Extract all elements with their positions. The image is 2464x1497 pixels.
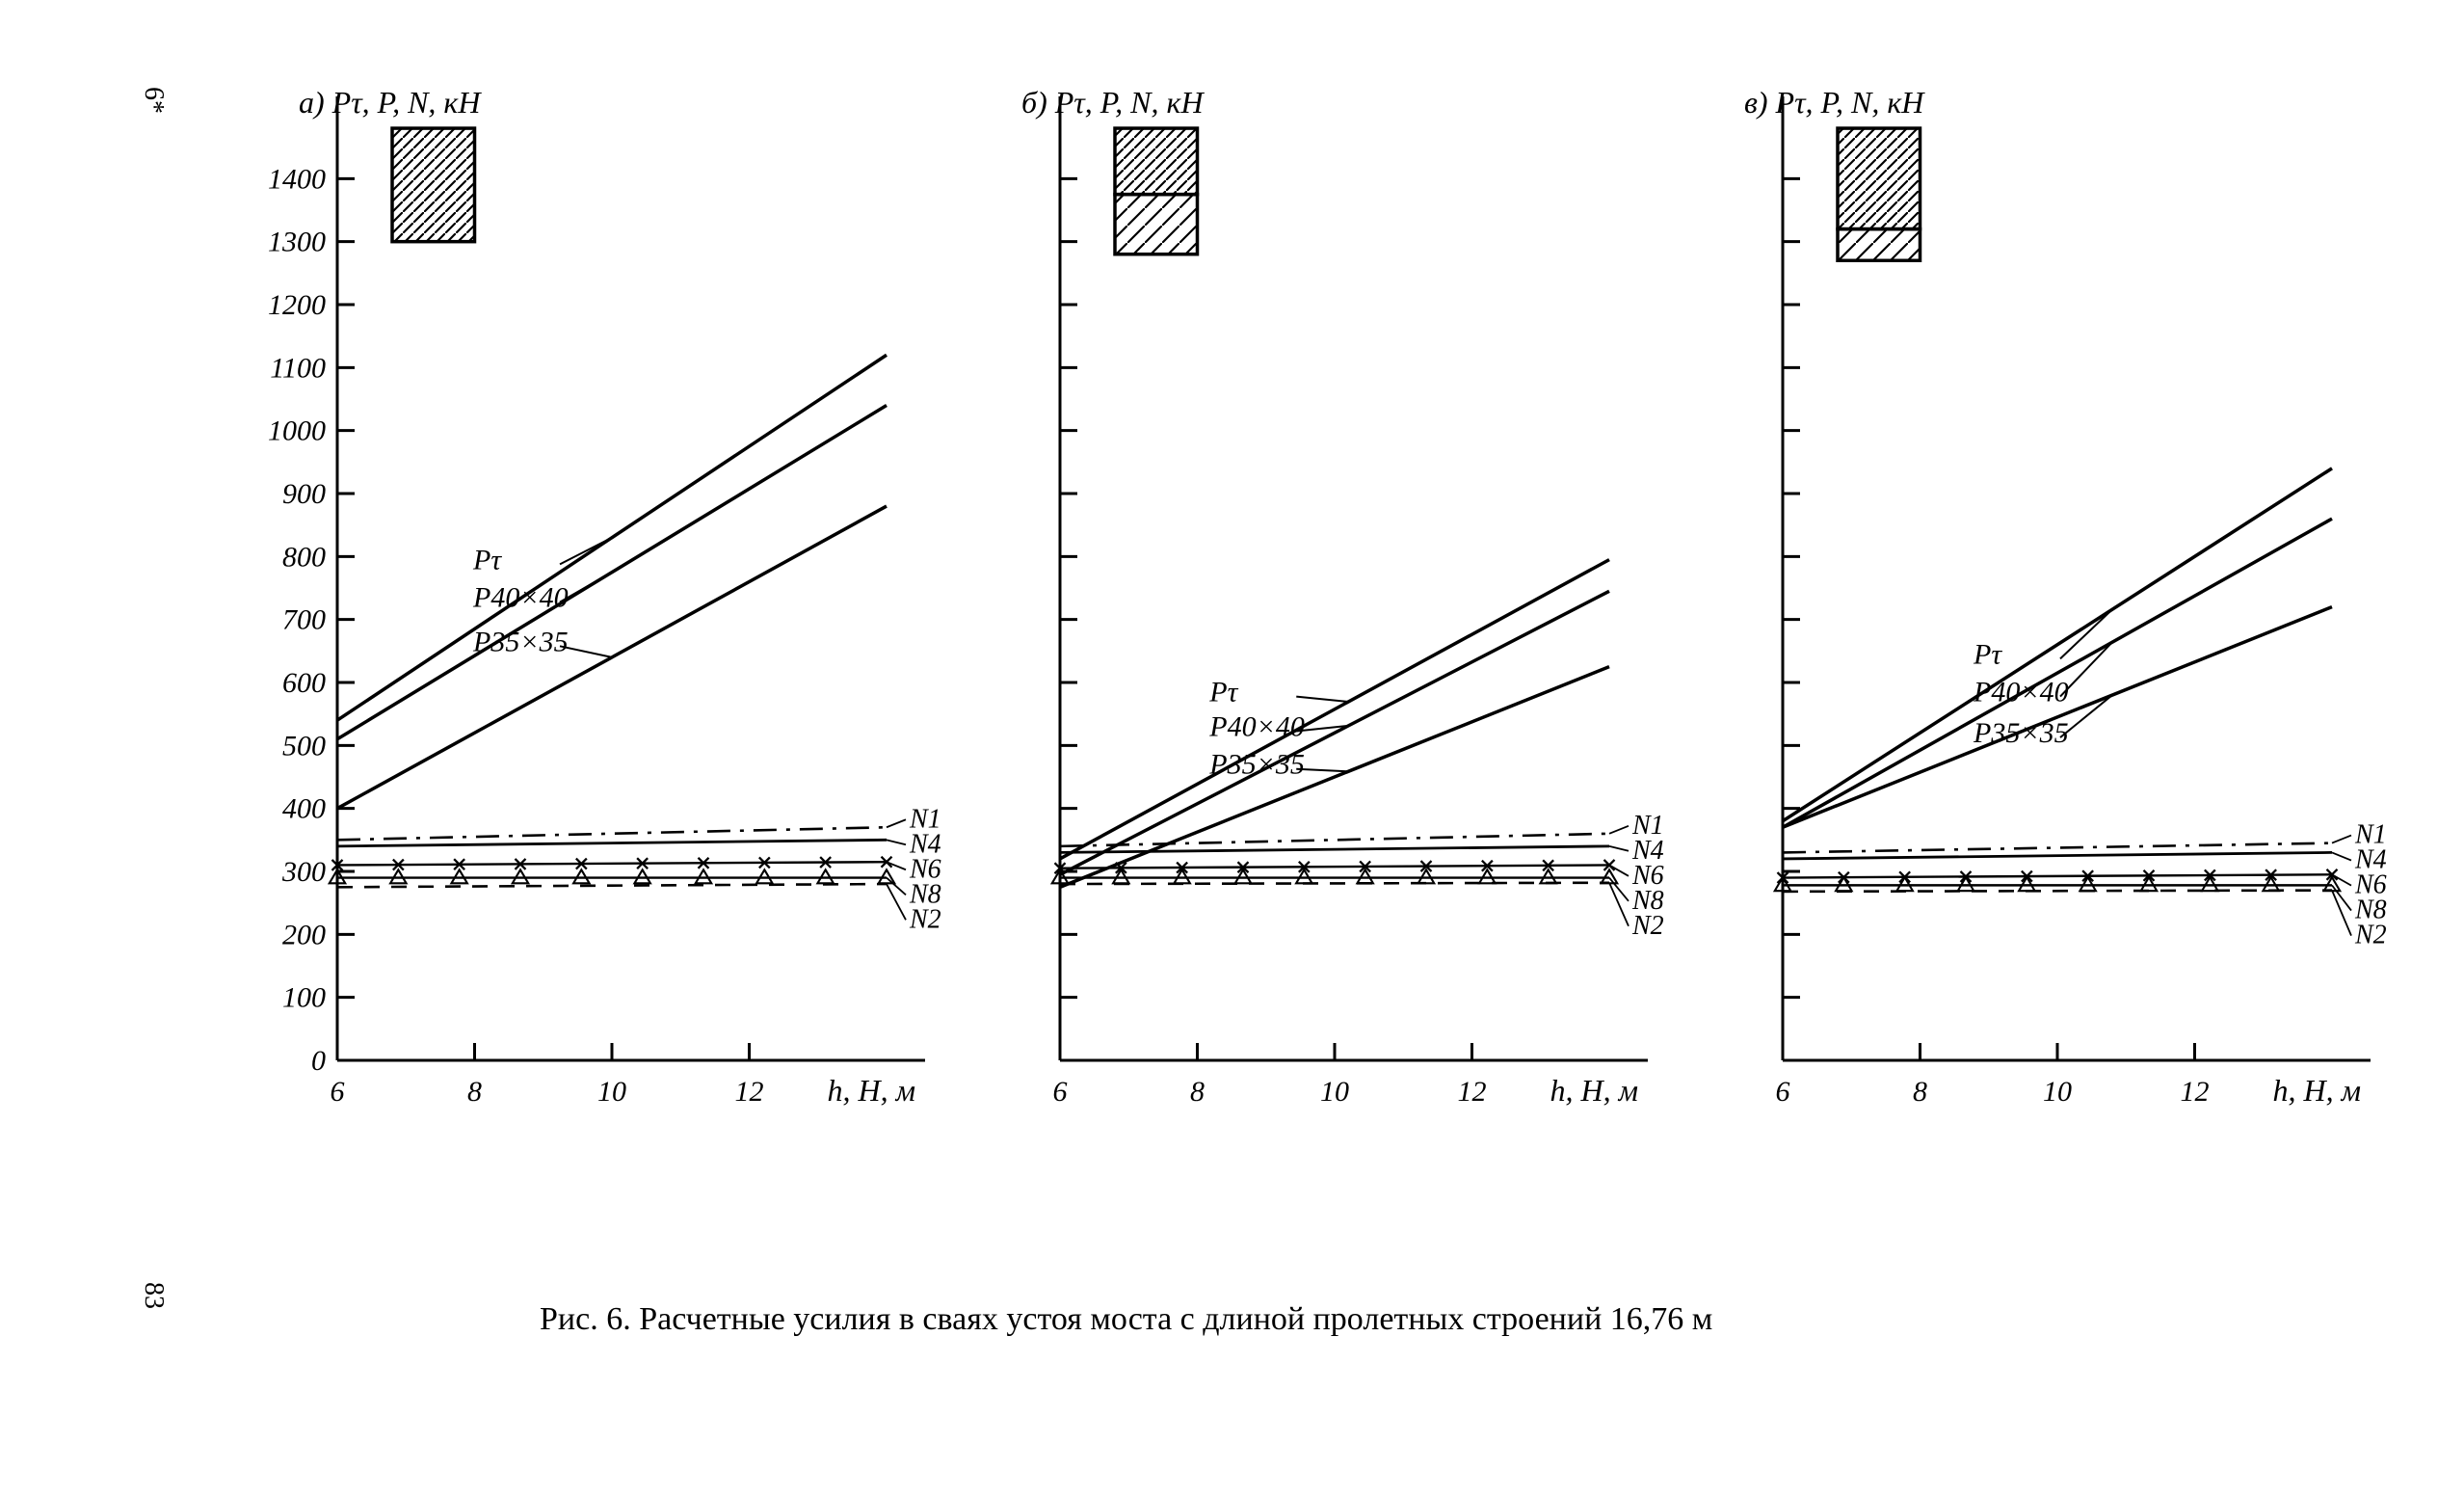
- svg-text:900: 900: [282, 478, 326, 510]
- svg-text:12: 12: [2181, 1076, 2210, 1108]
- svg-text:Pτ: Pτ: [1208, 677, 1238, 708]
- svg-text:500: 500: [282, 730, 326, 762]
- svg-text:0: 0: [311, 1045, 326, 1077]
- svg-text:N2: N2: [1631, 911, 1664, 941]
- svg-text:10: 10: [597, 1076, 626, 1108]
- svg-text:Pτ: Pτ: [472, 544, 502, 575]
- svg-text:1100: 1100: [270, 352, 326, 384]
- svg-text:1000: 1000: [268, 415, 326, 447]
- svg-text:12: 12: [1458, 1076, 1487, 1108]
- svg-text:300: 300: [281, 856, 326, 888]
- svg-text:100: 100: [282, 982, 326, 1014]
- svg-text:6: 6: [331, 1076, 345, 1108]
- chart-area: 0 100 200 300 400 500 600 700 800 900 1000 1100 1200…: [0, 0, 2464, 1497]
- svg-text:P35×35: P35×35: [1208, 749, 1305, 781]
- svg-text:а) Pτ, P, N, кН: а) Pτ, P, N, кН: [299, 85, 482, 120]
- svg-text:8: 8: [467, 1076, 482, 1108]
- svg-text:1200: 1200: [268, 289, 326, 321]
- svg-text:10: 10: [1320, 1076, 1349, 1108]
- svg-text:800: 800: [282, 541, 326, 573]
- svg-text:P35×35: P35×35: [1973, 717, 2069, 749]
- svg-text:1300: 1300: [268, 227, 326, 258]
- svg-text:8: 8: [1913, 1076, 1927, 1108]
- svg-text:700: 700: [282, 604, 326, 636]
- svg-text:б) Pτ, P, N, кН: б) Pτ, P, N, кН: [1021, 85, 1205, 120]
- svg-text:6: 6: [1776, 1076, 1790, 1108]
- page-root: { "figure": { "caption": "Рис. 6. Расчет…: [0, 0, 2464, 1497]
- svg-text:N2: N2: [909, 904, 941, 934]
- svg-text:400: 400: [282, 793, 326, 825]
- svg-text:P35×35: P35×35: [472, 626, 569, 657]
- svg-text:Pτ: Pτ: [1973, 638, 2002, 670]
- svg-text:10: 10: [2043, 1076, 2072, 1108]
- svg-text:8: 8: [1190, 1076, 1205, 1108]
- svg-text:P40×40: P40×40: [1208, 711, 1305, 743]
- svg-text:600: 600: [282, 667, 326, 699]
- svg-text:h, H, м: h, H, м: [2272, 1073, 2361, 1108]
- svg-text:6: 6: [1053, 1076, 1068, 1108]
- svg-text:в) Pτ, P, N, кН: в) Pτ, P, N, кН: [1744, 85, 1925, 120]
- svg-text:h, H, м: h, H, м: [1550, 1073, 1638, 1108]
- svg-text:P40×40: P40×40: [472, 582, 569, 614]
- svg-text:P40×40: P40×40: [1973, 677, 2069, 708]
- svg-text:200: 200: [282, 919, 326, 950]
- svg-text:12: 12: [735, 1076, 764, 1108]
- svg-text:h, H, м: h, H, м: [827, 1073, 915, 1108]
- svg-text:1400: 1400: [268, 163, 326, 195]
- svg-text:N2: N2: [2354, 921, 2387, 950]
